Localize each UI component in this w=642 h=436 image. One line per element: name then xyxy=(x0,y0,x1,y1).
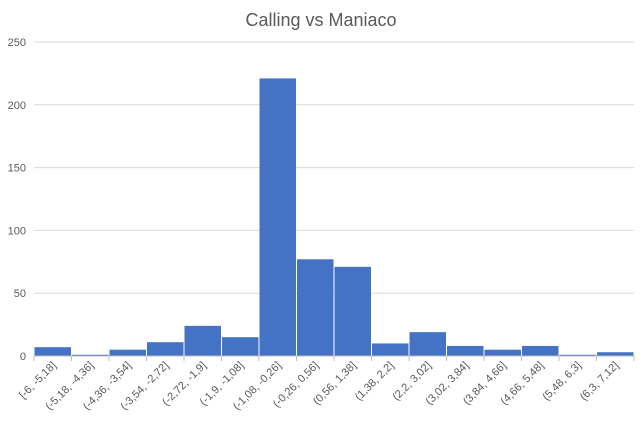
bar xyxy=(484,349,521,356)
x-tick-label: (5,48, 6,3] xyxy=(540,360,584,404)
x-tick-label: (1,38, 2,2] xyxy=(353,360,397,404)
bar xyxy=(522,345,559,356)
y-tick-label: 100 xyxy=(8,225,26,237)
bar xyxy=(147,342,184,356)
bar xyxy=(222,337,259,356)
bar xyxy=(72,354,109,356)
bar xyxy=(409,332,446,356)
bar xyxy=(447,345,484,356)
bar xyxy=(559,354,596,356)
y-tick-label: 200 xyxy=(8,100,26,112)
bar xyxy=(334,266,371,356)
bar xyxy=(184,325,221,356)
bar xyxy=(297,259,334,356)
bar xyxy=(109,349,146,356)
chart-title: Calling vs Maniaco xyxy=(245,10,396,30)
bar xyxy=(259,78,296,356)
y-tick-label: 50 xyxy=(14,288,26,300)
x-axis: [-6, -5,18](-5,18, -4,36](-4,36, -3,54](… xyxy=(17,355,635,413)
bar xyxy=(597,352,634,356)
y-tick-label: 150 xyxy=(8,163,26,175)
bar xyxy=(372,343,409,356)
x-tick-label: (6,3, 7,12] xyxy=(578,360,622,404)
y-tick-label: 0 xyxy=(20,351,26,363)
y-tick-label: 250 xyxy=(8,37,26,49)
bars xyxy=(34,78,634,356)
bar xyxy=(34,347,71,356)
y-axis: 0 50 100 150 200 250 xyxy=(8,37,26,363)
gridlines xyxy=(34,41,634,294)
